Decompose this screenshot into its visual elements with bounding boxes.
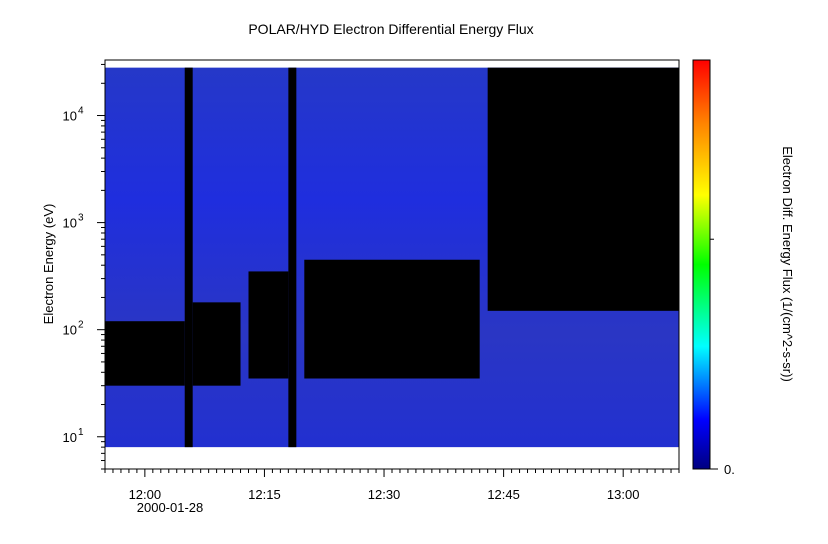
cbar-tick-label: 0. (724, 462, 735, 477)
colorbar-axis: 0. (710, 238, 735, 477)
y-tick-label: 10 (63, 109, 77, 124)
x-axis: 12:00 12:15 12:30 12:45 13:00 (104, 469, 680, 502)
x-tick-label: 12:15 (248, 487, 281, 502)
y-tick-exponent: 1 (78, 427, 84, 438)
no-data-region (288, 67, 297, 448)
colorbar-label: Electron Diff. Energy Flux (1/(cm^2-s-sr… (780, 146, 795, 382)
x-tick-label: 12:45 (487, 487, 520, 502)
no-data-region (192, 302, 241, 386)
x-tick-label: 13:00 (607, 487, 640, 502)
plot-content (105, 67, 679, 448)
y-axis-label: Electron Energy (eV) (41, 204, 56, 325)
no-data-region (304, 259, 480, 379)
date-label: 2000-01-28 (137, 500, 204, 515)
y-tick-exponent: 4 (78, 106, 84, 117)
no-data-region (487, 67, 679, 311)
y-tick-exponent: 3 (78, 213, 84, 224)
y-tick-label: 10 (63, 430, 77, 445)
no-data-region (105, 321, 185, 386)
no-data-region (248, 271, 289, 379)
no-data-region (184, 67, 193, 448)
x-tick-label: 12:30 (368, 487, 401, 502)
y-tick-label: 10 (63, 216, 77, 231)
colorbar (692, 59, 711, 470)
y-tick-exponent: 2 (78, 320, 84, 331)
x-tick-label: 12:00 (129, 487, 162, 502)
chart-title: POLAR/HYD Electron Differential Energy F… (248, 21, 533, 37)
y-tick-label: 10 (63, 323, 77, 338)
